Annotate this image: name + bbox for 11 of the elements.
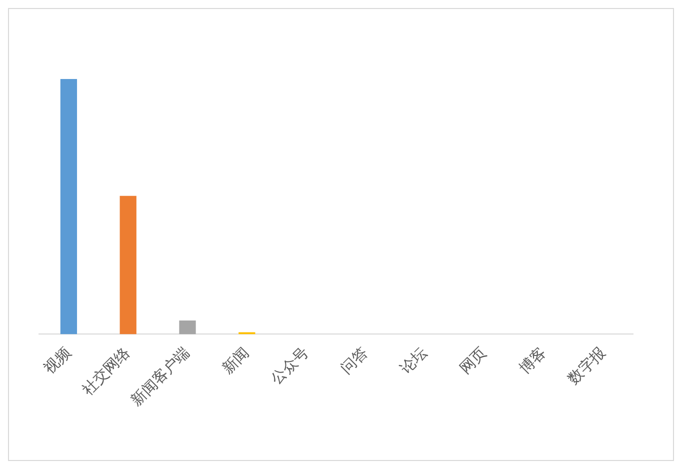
x-tick-label: 博客 [516,343,550,378]
bar [120,196,136,334]
bar [179,320,196,334]
x-tick-label: 数字报 [564,343,609,388]
x-tick-label: 论坛 [396,343,431,378]
x-tick-label: 新闻 [218,343,252,378]
x-tick-label: 视频 [40,343,74,378]
x-tick-label: 问答 [337,343,372,378]
x-tick-label: 网页 [456,343,490,378]
x-tick-label: 公众号 [267,343,312,388]
bar [60,79,78,334]
